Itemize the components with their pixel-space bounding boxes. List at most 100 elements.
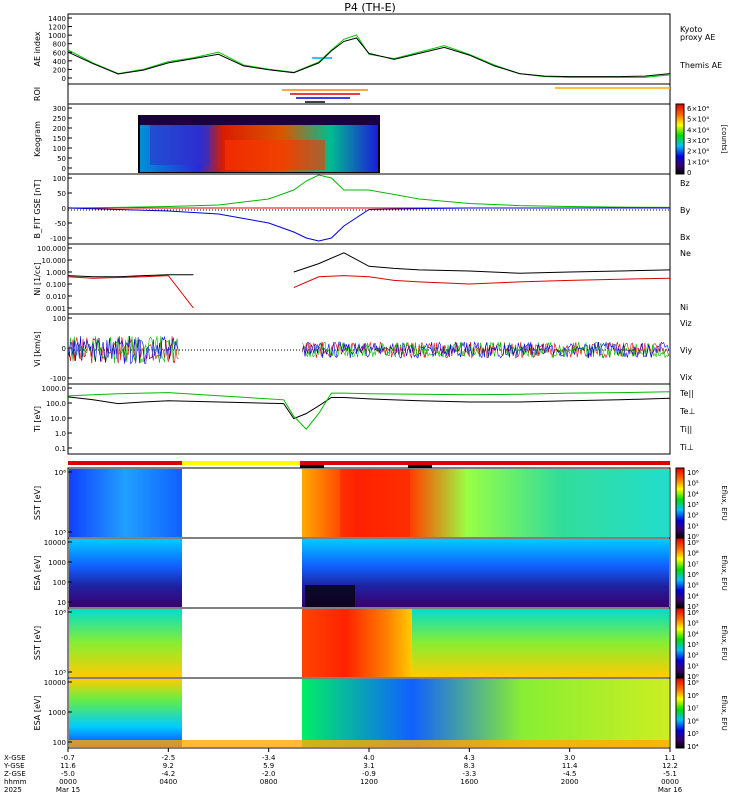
xaxis-value: 0400 (159, 778, 177, 786)
temp-line-tiparpar (67, 391, 671, 430)
ae-ytick: 0 (62, 75, 66, 83)
density-ytick: 10.000 (42, 257, 67, 265)
xaxis-value: 3.0 (564, 754, 575, 762)
ae-ytick: 1400 (48, 15, 66, 23)
temp-ytick: 10.0 (50, 415, 66, 423)
xaxis-value: 11.6 (60, 762, 76, 770)
bfield-ytick: 100 (53, 175, 66, 183)
keo-ytick: 0 (62, 165, 66, 173)
bfield-legend-0: Bz (680, 179, 690, 188)
bfield-series (67, 174, 671, 242)
roi-bars (282, 57, 670, 103)
velocity-panel-frame (67, 313, 671, 385)
esa_e-ytick: 10 (57, 599, 66, 607)
esa-e-colorbar (675, 537, 685, 609)
ae-ytick: 200 (53, 66, 66, 74)
temp-line-teparpar (67, 396, 671, 420)
keo-cbar-tick: 0 (687, 169, 691, 177)
temp-legend-3: Ti⊥ (679, 443, 694, 452)
xaxis-value: 12.2 (662, 762, 678, 770)
xaxis-value: -5.1 (663, 770, 677, 778)
bfield-ylabel: B_FIT GSE [nT] (33, 180, 42, 239)
sst_e-cbar-unit: Eflux, EFU (720, 485, 728, 520)
sst_e-cbar-tick: 10⁰ (687, 533, 699, 541)
esa_i-cbar-tick: 10⁸ (687, 692, 699, 700)
esa_i-cbar-tick: 10⁶ (687, 717, 699, 725)
ae-line-themis-ae (67, 37, 671, 78)
density-ytick: 0.010 (46, 293, 66, 301)
sst_e-cbar-tick: 10⁶ (687, 469, 699, 477)
xaxis-row-label: X-GSE (4, 754, 26, 762)
density-panel-frame (67, 243, 671, 315)
sst_i-cbar-tick: 10⁶ (687, 609, 699, 617)
xaxis-value: 5.9 (263, 762, 274, 770)
xaxis-value: 4.3 (464, 754, 475, 762)
xaxis-row-label: Z-GSE (4, 770, 26, 778)
xaxis-value: 11.4 (562, 762, 578, 770)
keo-cbar-tick: 5×10⁴ (687, 116, 709, 124)
plot-title: P4 (TH-E) (344, 1, 396, 14)
xaxis-value: -2.5 (161, 754, 175, 762)
esa-electron-spectrogram (67, 537, 671, 609)
bfield-line-bx (67, 207, 670, 242)
xaxis-value: -4.2 (161, 770, 175, 778)
esa_i-cbar-tick: 10⁵ (687, 730, 699, 738)
velocity-ylabel: Vi [km/s] (33, 331, 42, 367)
density-ylabel: Ni [1/cc] (33, 262, 42, 296)
coverage-bar (68, 461, 670, 468)
temperature-panel-frame (67, 383, 671, 455)
temp-ytick: 100.0 (46, 400, 66, 408)
keo-cbar-tick: 6×10⁴ (687, 105, 709, 113)
esa_i-cbar-unit: Eflux, EFU (720, 695, 728, 730)
density-line-ne (67, 275, 671, 309)
esa_e-cbar-tick: 10⁷ (687, 560, 699, 568)
esa_e-ytick: 10000 (44, 539, 66, 547)
keogram-colorbar (675, 103, 685, 175)
sst_i-cbar-tick: 10⁵ (687, 620, 699, 628)
esa_i-cbar-tick: 10⁷ (687, 705, 699, 713)
sst_i-cbar-tick: 10⁴ (687, 630, 699, 638)
esa-i-colorbar (675, 677, 685, 749)
xaxis-value: 1200 (360, 778, 378, 786)
panel-frames (67, 13, 671, 455)
keogram-image (138, 115, 380, 173)
velocity-series (67, 335, 669, 365)
ae-series (67, 34, 671, 78)
sst_i-cbar-tick: 10² (687, 652, 699, 660)
xaxis-row-label: 2025 (4, 786, 22, 794)
ae-ytick: 400 (53, 58, 66, 66)
sst-electron-spectrogram (67, 467, 671, 539)
ae-line-kyoto-proxy-ae (67, 34, 671, 78)
sst_i-ytick: 10⁶ (54, 609, 66, 617)
velocity-legend-2: Vix (680, 373, 693, 382)
ae-legend-2: Themis AE (679, 61, 722, 70)
bfield-legend-2: Bx (680, 233, 690, 242)
xaxis-value: 9.2 (163, 762, 174, 770)
density-legend-1: Ni (680, 303, 688, 312)
sst_i-cbar-tick: 10¹ (687, 662, 699, 670)
keo-ytick: 200 (53, 125, 66, 133)
sst_e-ytick: 10⁵ (54, 529, 66, 537)
keo-ytick: 50 (57, 155, 66, 163)
xaxis-value: 4.0 (363, 754, 374, 762)
bfield-ytick: 0 (62, 205, 66, 213)
temp-legend-0: Te|| (679, 389, 694, 398)
temp-legend-1: Te⊥ (679, 407, 695, 416)
esa_e-cbar-unit: Eflux, EFU (720, 555, 728, 590)
velocity-legend-1: Viy (680, 346, 693, 355)
sst-ion-spectrogram (67, 607, 671, 679)
ae-legend-1: proxy AE (680, 33, 715, 42)
esa_i-ytick: 1000 (48, 709, 66, 717)
xaxis-value: -4.5 (563, 770, 577, 778)
velocity-legend-0: Viz (680, 319, 692, 328)
sst_e-cbar-tick: 10¹ (687, 522, 699, 530)
xaxis-value: 2000 (561, 778, 579, 786)
temp-ytick: 1000.0 (42, 385, 67, 393)
sst_i-cbar-tick: 10⁰ (687, 673, 699, 681)
xaxis-value: 3.1 (363, 762, 374, 770)
velocity-ytick: 0 (62, 345, 66, 353)
ae-panel-frame (67, 13, 671, 85)
xaxis-row-label: hhmm (4, 778, 27, 786)
velocity-ytick: 100 (53, 315, 66, 323)
